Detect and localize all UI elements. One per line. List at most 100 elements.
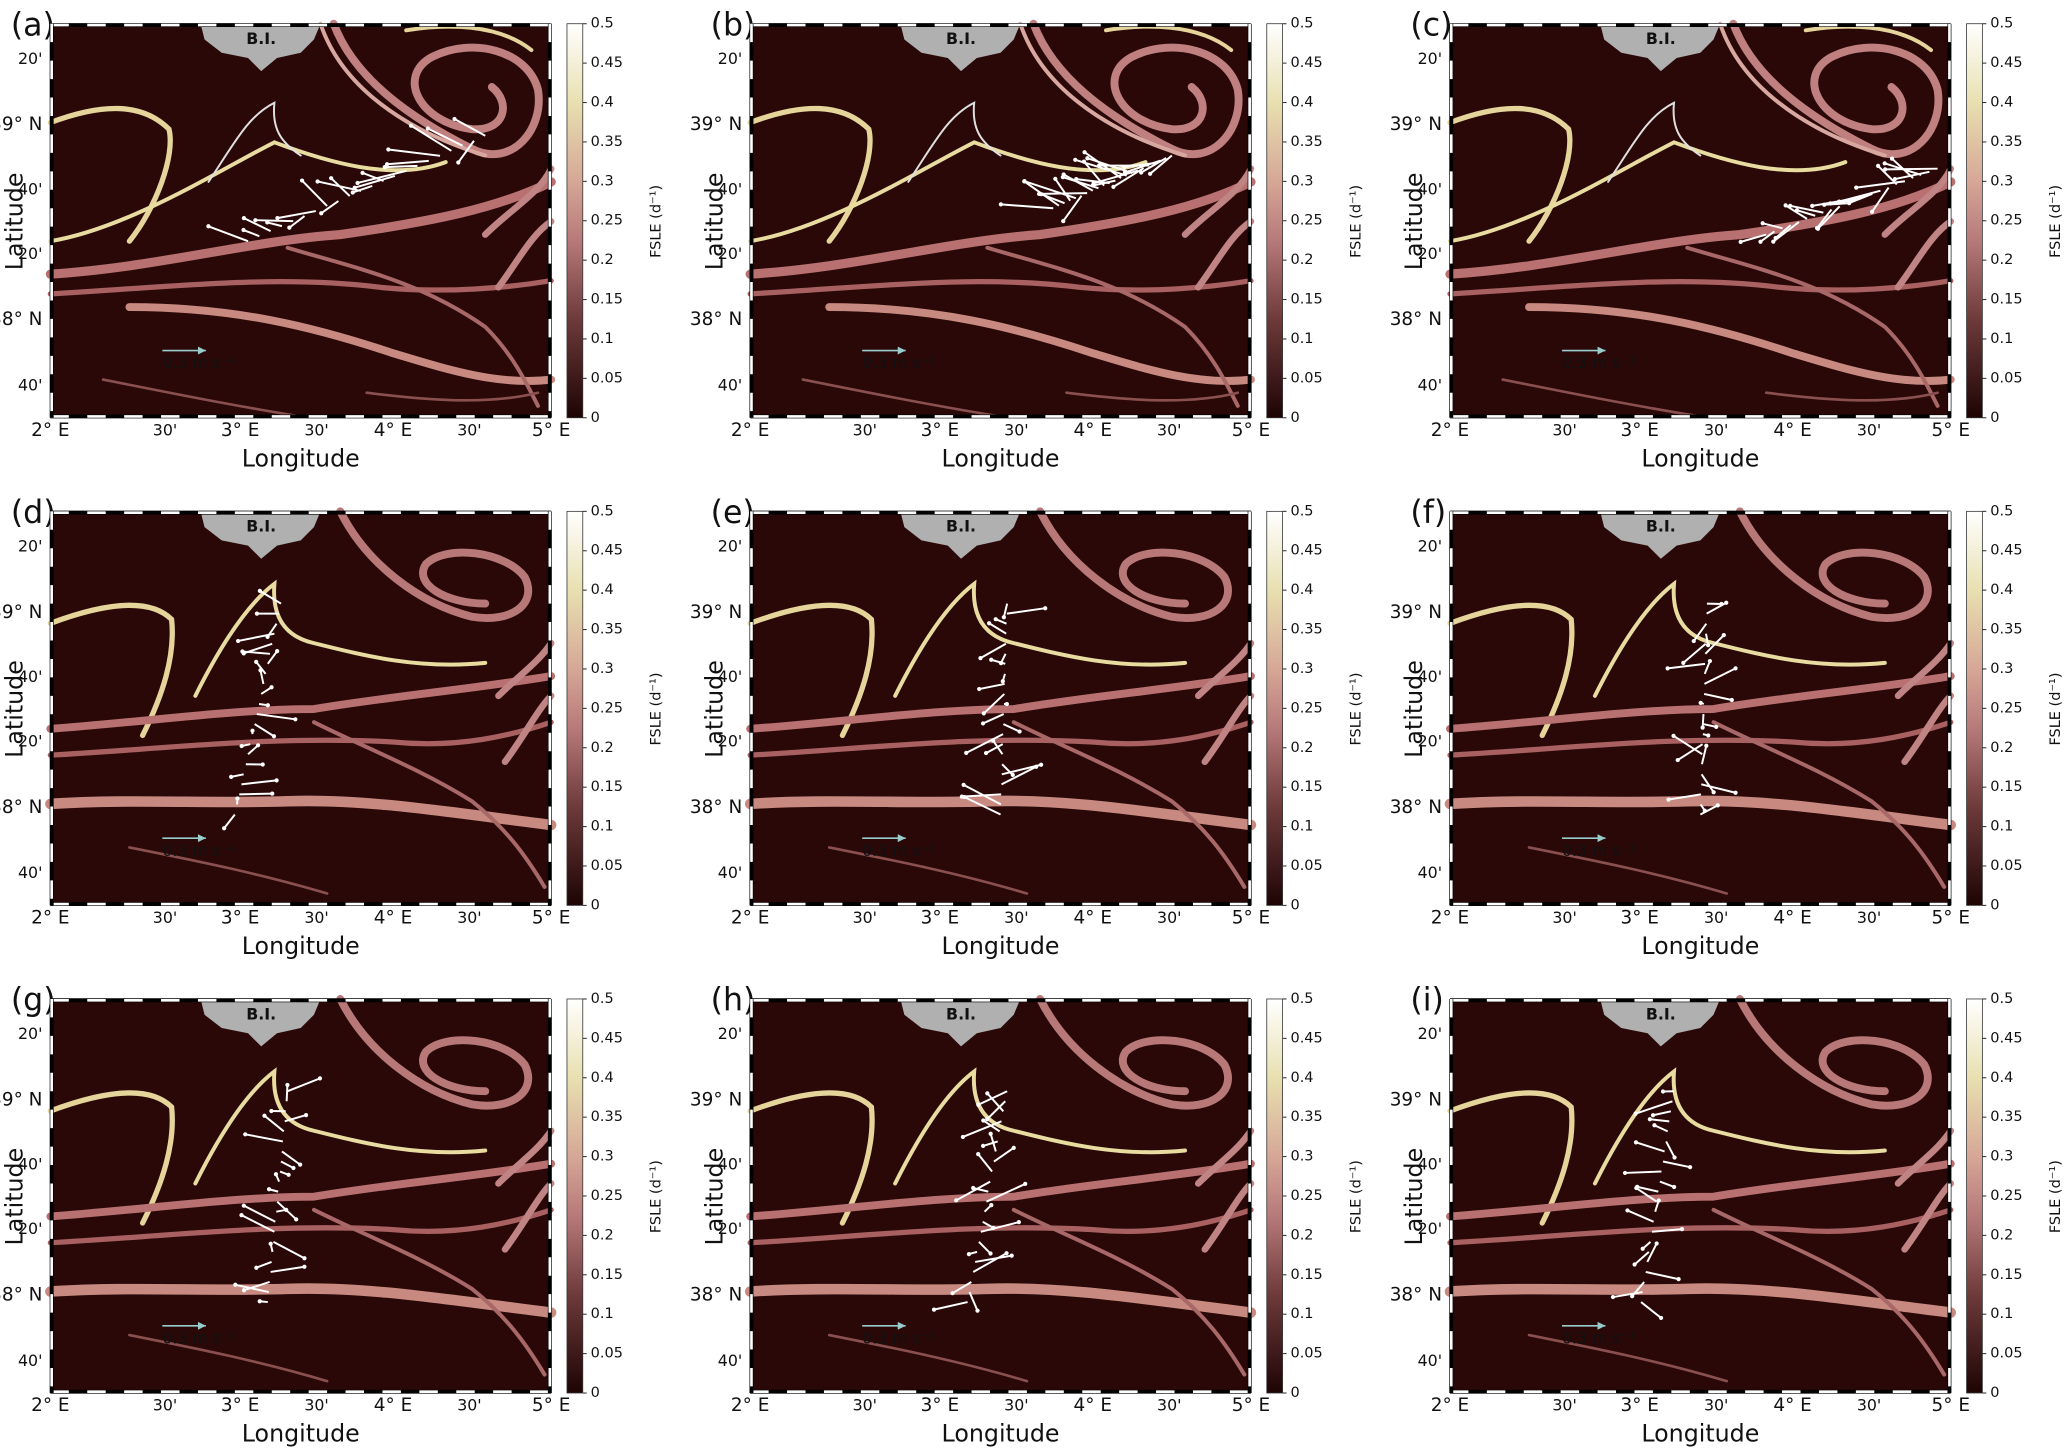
fsle-ridge xyxy=(748,140,1148,244)
panel-label: (e) xyxy=(711,495,755,531)
colorbar-tick-label: 0.4 xyxy=(1290,1070,1313,1086)
fsle-ridge xyxy=(1592,579,1887,698)
velocity-arrow xyxy=(354,174,396,189)
arrow-head xyxy=(270,791,275,796)
colorbar-tick-label: 0.45 xyxy=(1990,543,2022,559)
colorbar-tick-label: 0.15 xyxy=(1290,779,1322,795)
velocity-arrow xyxy=(1838,189,1881,203)
arrow-head xyxy=(1632,1262,1637,1267)
fsle-ridge xyxy=(481,165,555,291)
lon-tick-label: 4° E xyxy=(374,1395,412,1416)
scale-arrow-head xyxy=(897,346,906,355)
colorbar-label: FSLE (d⁻¹) xyxy=(649,1160,665,1233)
colorbar-label: FSLE (d⁻¹) xyxy=(2048,1160,2064,1233)
arrow-head xyxy=(985,1116,990,1122)
fsle-ridge xyxy=(336,995,533,1110)
colorbar-tick-label: 0.2 xyxy=(1990,252,2013,268)
arrow-head xyxy=(1681,660,1686,665)
panel-label: (b) xyxy=(711,7,756,43)
arrow-head xyxy=(384,162,390,167)
colorbar-tick-label: 0.05 xyxy=(1290,1346,1322,1362)
velocity-arrow xyxy=(982,713,1005,725)
arrow-head xyxy=(1889,156,1895,161)
colorbar-tick-label: 0.05 xyxy=(1290,858,1322,874)
arrow-head xyxy=(1074,177,1079,182)
velocity-arrow xyxy=(980,1221,1020,1233)
fsle-ridge xyxy=(336,507,533,622)
fsle-ridge xyxy=(1447,1090,1575,1226)
arrow-head xyxy=(1875,163,1881,169)
colorbar-tick-label: 0.45 xyxy=(591,55,623,71)
velocity-arrow xyxy=(977,1153,993,1173)
velocity-arrow xyxy=(256,713,296,721)
lon-tick-label: 30' xyxy=(1004,908,1028,927)
lat-tick-label: 40' xyxy=(1418,376,1442,395)
arrow-head xyxy=(254,659,259,665)
arrow-head xyxy=(1711,790,1716,795)
velocity-arrow xyxy=(320,200,339,215)
colorbar-tick-label: 0.2 xyxy=(591,1227,614,1243)
velocity-arrow xyxy=(1635,1141,1665,1153)
lon-tick-label: 2° E xyxy=(731,1395,769,1416)
arrow-head xyxy=(317,1076,323,1081)
arrow-head xyxy=(275,649,280,654)
lat-tick-label: 39° N xyxy=(1390,114,1442,135)
colorbar-tick-label: 0.45 xyxy=(1290,543,1322,559)
fsle-ridge xyxy=(1065,391,1240,402)
lon-tick-label: 2° E xyxy=(731,420,769,441)
velocity-arrow xyxy=(1774,224,1792,239)
arrow-head xyxy=(988,1131,993,1136)
arrow-head xyxy=(273,1172,279,1177)
fsle-ridge xyxy=(746,1159,1255,1221)
arrow-head xyxy=(1053,176,1058,182)
lat-tick-label: 39° N xyxy=(0,114,42,135)
velocity-arrow xyxy=(357,169,407,184)
velocity-arrow xyxy=(1001,765,1037,786)
colorbar-tick-label: 0.2 xyxy=(591,252,614,268)
colorbar-tick-label: 0.2 xyxy=(1990,740,2013,756)
arrow-head xyxy=(262,1113,267,1118)
colorbar-tick-label: 0.25 xyxy=(1990,700,2022,716)
arrow-head xyxy=(980,721,986,726)
velocity-arrow xyxy=(1633,1251,1650,1266)
arrow-head xyxy=(360,170,365,175)
lat-tick-label: 40' xyxy=(1418,863,1442,882)
lat-tick-label: 20' xyxy=(18,536,42,555)
lon-tick-label: 30' xyxy=(1704,1396,1728,1415)
arrow-head xyxy=(241,651,246,656)
arrow-head xyxy=(1122,170,1128,175)
velocity-arrow xyxy=(1700,773,1715,793)
arrow-head xyxy=(299,178,305,183)
lon-tick-label: 4° E xyxy=(1074,908,1112,929)
arrow-head xyxy=(1679,1227,1685,1232)
velocity-arrow xyxy=(277,210,316,220)
colorbar-tick-label: 0.45 xyxy=(1990,55,2022,71)
arrow-head xyxy=(1652,1123,1657,1128)
colorbar-tick-label: 0.25 xyxy=(591,1188,623,1204)
velocity-arrow xyxy=(1112,167,1145,188)
velocity-arrow xyxy=(1672,735,1703,756)
lon-tick-label: 4° E xyxy=(1773,1395,1811,1416)
lon-tick-label: 5° E xyxy=(532,420,570,441)
fsle-ridge xyxy=(1444,795,1957,831)
lat-tick-label: 39° N xyxy=(690,114,742,135)
arrow-head xyxy=(1707,658,1713,664)
arrow-head xyxy=(1060,175,1065,180)
colorbar-tick-label: 0.35 xyxy=(1990,622,2022,638)
colorbar-tick-label: 0.5 xyxy=(591,16,614,32)
velocity-arrow xyxy=(1024,180,1077,200)
arrow-head xyxy=(275,216,280,221)
panel: (i) B.I. 0.3 m s⁻¹ 20' 39° N 40' 20' 38° N 40' 2°… xyxy=(1390,983,2064,1448)
lat-tick-label: 40' xyxy=(718,1155,742,1174)
velocity-arrow xyxy=(243,1281,270,1292)
arrow-head xyxy=(985,1091,990,1096)
arrow-head xyxy=(293,717,298,722)
arrow-head xyxy=(964,750,969,755)
scale-arrow-head xyxy=(197,346,206,355)
panel: (e) B.I. 0.3 m s⁻¹ 20' 39° N 40' 20' 38° N 40' 2°… xyxy=(690,495,1364,960)
velocity-arrow xyxy=(243,1204,276,1223)
island-label: B.I. xyxy=(246,29,276,48)
colorbar-tick-label: 0.3 xyxy=(1290,1149,1313,1165)
lon-tick-label: 3° E xyxy=(221,908,259,929)
arrow-head xyxy=(1704,743,1709,748)
